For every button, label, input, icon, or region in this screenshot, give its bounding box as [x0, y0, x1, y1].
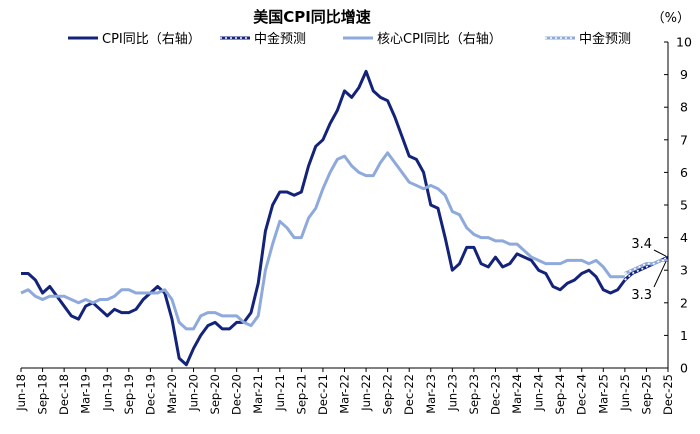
x-tick-label: Mar-19 — [79, 374, 93, 414]
x-tick-label: Sep-20 — [208, 374, 222, 414]
x-tick-label: Mar-25 — [596, 374, 610, 414]
legend-label: 核心CPI同比（右轴） — [377, 32, 502, 47]
x-tick-label: Jun-25 — [618, 374, 632, 412]
x-tick-label: Sep-23 — [467, 374, 481, 414]
legend-item: 核心CPI同比（右轴） — [343, 32, 502, 47]
legend-item: 中金预测 — [220, 31, 306, 47]
x-tick-label: Dec-23 — [488, 374, 502, 415]
x-tick-label: Mar-21 — [251, 374, 265, 414]
y-tick-label: 2 — [680, 295, 688, 310]
x-tick-label: Dec-21 — [316, 374, 330, 415]
x-tick-label: Sep-24 — [553, 374, 567, 414]
y-tick-label: 1 — [680, 328, 688, 343]
legend: CPI同比（右轴） 中金预测 核心CPI同比（右轴） 中金预测 — [68, 31, 631, 47]
x-tick-label: Mar-23 — [424, 374, 438, 414]
y-tick-label: 7 — [680, 132, 688, 147]
x-tick-label: Mar-22 — [338, 374, 352, 414]
x-tick-label: Dec-24 — [575, 374, 589, 415]
x-tick-label: Jun-20 — [187, 374, 201, 412]
y-tick-label: 8 — [680, 100, 688, 115]
x-tick-label: Sep-21 — [294, 374, 308, 414]
x-tick-label: Jun-18 — [14, 374, 28, 412]
x-tick-label: Sep-19 — [122, 374, 136, 414]
legend-item: 中金预测 — [545, 31, 631, 47]
y-tick-label: 6 — [680, 165, 688, 180]
y-tick-label: 5 — [680, 198, 688, 213]
x-tick-label: Dec-18 — [57, 374, 71, 415]
series-line-cpi — [21, 69, 627, 367]
plot-area — [20, 69, 669, 367]
annotation-leader — [653, 261, 667, 288]
unit-label: （%） — [652, 11, 690, 26]
legend-label: 中金预测 — [254, 31, 306, 47]
axes: 0 1 2 3 4 5 6 7 8 9 10 Jun-18 Sep-18 Dec-18 Mar-19 Jun-… — [14, 35, 692, 416]
x-tick-label: Sep-25 — [639, 374, 653, 414]
chart-title: 美国CPI同比增速 — [253, 8, 371, 26]
x-tick-label: Jun-21 — [273, 374, 287, 412]
y-tick-label: 3 — [680, 263, 688, 278]
x-tick-label: Jun-23 — [445, 374, 459, 412]
x-tick-label: Dec-20 — [230, 374, 244, 415]
legend-item: CPI同比（右轴） — [68, 32, 201, 47]
y-tick-label: 10 — [676, 35, 692, 50]
series-line-forecast — [624, 258, 668, 275]
y-tick-label: 9 — [680, 67, 688, 82]
x-tick-label: Dec-22 — [402, 374, 416, 415]
x-tick-label: Dec-19 — [143, 374, 157, 415]
annotation-label: 3.3 — [631, 288, 652, 303]
x-tick-label: Mar-20 — [165, 374, 179, 414]
legend-label: 中金预测 — [579, 31, 631, 47]
annotations: 3.4 3.3 — [631, 237, 667, 303]
x-tick-label: Jun-22 — [359, 374, 373, 412]
x-tick-label: Jun-24 — [532, 374, 546, 412]
x-tick-label: Dec-25 — [661, 374, 675, 415]
annotation-leader — [653, 249, 667, 257]
y-tick-label: 0 — [680, 361, 688, 376]
y-tick-label: 4 — [680, 230, 688, 245]
x-tick-label: Sep-18 — [36, 374, 50, 414]
legend-label: CPI同比（右轴） — [102, 32, 201, 47]
x-tick-label: Jun-19 — [100, 374, 114, 412]
x-tick-label: Mar-24 — [510, 374, 524, 414]
x-tick-label: Sep-22 — [381, 374, 395, 414]
annotation-label: 3.4 — [631, 237, 652, 252]
series-line-core-cpi — [20, 151, 625, 331]
